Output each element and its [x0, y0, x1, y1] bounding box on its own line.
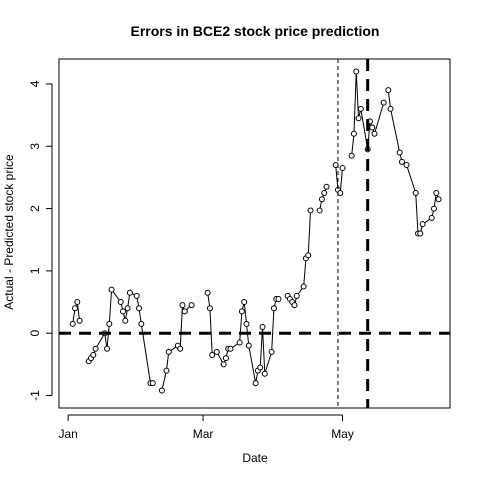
- data-point: [241, 299, 248, 306]
- series-line-segment: [319, 186, 327, 211]
- series-line-segment: [387, 90, 403, 162]
- data-point: [104, 345, 111, 352]
- y-tick-label: 0: [28, 330, 42, 337]
- data-point: [188, 302, 195, 309]
- y-tick-label: 2: [28, 205, 42, 212]
- data-point: [122, 317, 129, 324]
- data-point: [305, 252, 312, 259]
- data-point: [337, 189, 344, 196]
- y-tick-label: 1: [28, 267, 42, 274]
- data-point: [238, 308, 245, 315]
- data-point: [387, 105, 394, 112]
- data-point: [165, 348, 172, 355]
- data-point: [261, 370, 268, 377]
- data-point: [177, 345, 184, 352]
- plot-frame: [58, 58, 451, 409]
- data-point: [316, 207, 323, 214]
- data-point: [268, 348, 275, 355]
- data-point: [355, 115, 362, 122]
- data-point: [353, 68, 360, 75]
- plot-area: -1 0 1 2 3 4 Jan Mar May: [28, 59, 450, 441]
- data-point: [92, 345, 99, 352]
- data-point: [213, 348, 220, 355]
- data-point: [339, 165, 346, 172]
- data-point: [158, 387, 165, 394]
- data-point: [120, 308, 127, 315]
- data-point: [380, 99, 387, 106]
- series-line-segment: [216, 298, 279, 384]
- data-point: [357, 105, 364, 112]
- data-point: [385, 87, 392, 94]
- data-point: [293, 292, 300, 299]
- data-point: [106, 320, 113, 327]
- data-point: [433, 189, 440, 196]
- data-point: [412, 189, 419, 196]
- data-point: [90, 352, 97, 359]
- data-point: [350, 130, 357, 137]
- data-point: [307, 207, 314, 214]
- data-point: [69, 320, 76, 327]
- y-tick-label: 3: [28, 143, 42, 150]
- data-point: [74, 299, 81, 306]
- data-point: [257, 364, 264, 371]
- data-point: [417, 230, 424, 237]
- data-point: [369, 124, 376, 131]
- data-point: [163, 367, 170, 374]
- data-point: [321, 189, 328, 196]
- data-point: [318, 196, 325, 203]
- data-point: [371, 130, 378, 137]
- data-point: [398, 158, 405, 165]
- data-point: [323, 183, 330, 190]
- data-point: [206, 305, 213, 312]
- data-point: [236, 339, 243, 346]
- data-point: [396, 149, 403, 156]
- x-axis-label: Date: [242, 451, 268, 465]
- data-point: [291, 302, 298, 309]
- data-point: [179, 302, 186, 309]
- data-point: [300, 283, 307, 290]
- data-point: [332, 161, 339, 168]
- data-point: [220, 361, 227, 368]
- data-point: [117, 299, 124, 306]
- data-point: [252, 380, 259, 387]
- data-point: [428, 214, 435, 221]
- data-point: [149, 380, 156, 387]
- data-point: [126, 289, 133, 296]
- y-tick-label: 4: [28, 80, 42, 87]
- data-point: [435, 196, 442, 203]
- data-point: [138, 320, 145, 327]
- series-line-segment: [351, 71, 385, 156]
- data-point: [204, 289, 211, 296]
- x-tick-label: May: [331, 427, 354, 441]
- data-point: [133, 292, 140, 299]
- data-point: [136, 305, 143, 312]
- data-point: [72, 305, 79, 312]
- data-point: [430, 205, 437, 212]
- data-point: [222, 355, 229, 362]
- data-point: [76, 317, 83, 324]
- data-point: [243, 320, 250, 327]
- data-point: [227, 345, 234, 352]
- x-tick-label: Jan: [58, 427, 77, 441]
- data-point: [108, 286, 115, 293]
- data-point: [270, 305, 277, 312]
- data-point: [348, 152, 355, 159]
- data-point: [403, 161, 410, 168]
- data-point: [259, 323, 266, 330]
- series-line-segment: [207, 292, 213, 356]
- data-point: [181, 308, 188, 315]
- y-axis-label: Actual - Predicted stock price: [2, 154, 16, 310]
- data-point: [124, 305, 131, 312]
- x-tick-label: Mar: [193, 427, 214, 441]
- data-point: [419, 221, 426, 228]
- chart-title: Errors in BCE2 stock price prediction: [131, 23, 380, 39]
- data-point: [209, 352, 216, 359]
- data-point: [275, 295, 282, 302]
- series-line-segment: [72, 301, 81, 324]
- y-tick-label: -1: [28, 390, 42, 401]
- data-point: [245, 342, 252, 349]
